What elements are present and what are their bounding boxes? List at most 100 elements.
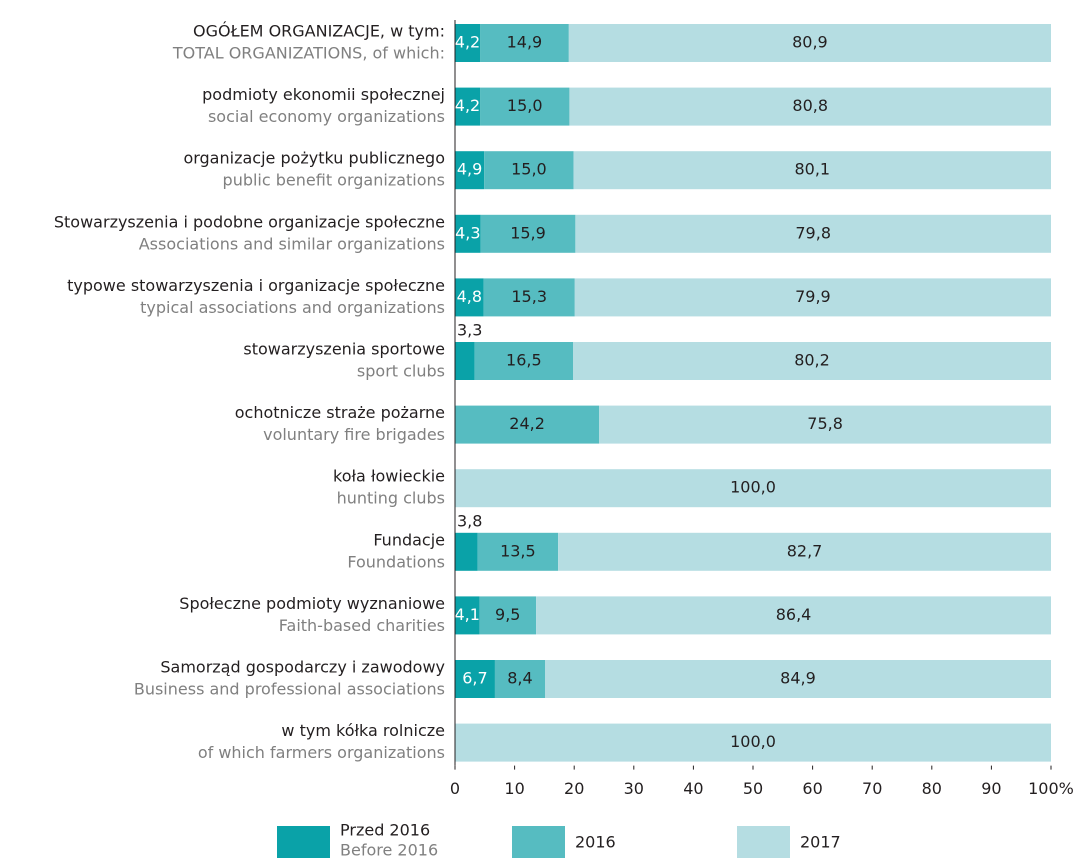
- x-tick-label: 30: [624, 779, 644, 798]
- category-label: ochotnicze straże pożarne: [235, 403, 445, 422]
- category-label: Stowarzyszenia i podobne organizacje spo…: [54, 212, 445, 231]
- bar-segment: [480, 87, 570, 126]
- bar-segment: [479, 596, 537, 635]
- x-tick-label: 50: [743, 779, 763, 798]
- legend-swatch: [277, 826, 330, 858]
- category-label-en: voluntary fire brigades: [263, 425, 445, 444]
- data-label: 4,2: [455, 96, 480, 115]
- data-label: 80,2: [794, 351, 830, 370]
- bar-segment: [474, 342, 574, 380]
- legend-swatch: [737, 826, 790, 858]
- bar-segment: [455, 723, 1051, 762]
- bar-segment: [568, 24, 1051, 62]
- category-label: Społeczne podmioty wyznaniowe: [179, 594, 445, 613]
- bar-segment: [480, 24, 569, 62]
- legend-label: 2016: [575, 833, 616, 852]
- data-label: 79,8: [795, 223, 831, 242]
- legend-label-en: Before 2016: [340, 841, 438, 858]
- x-tick-label: 20: [564, 779, 584, 798]
- data-label: 80,1: [794, 160, 830, 179]
- bar-segment: [455, 405, 600, 444]
- data-label: 86,4: [776, 605, 812, 624]
- data-label: 15,9: [510, 223, 546, 242]
- data-label: 84,9: [780, 669, 816, 688]
- x-tick-label: 100%: [1028, 779, 1074, 798]
- data-label: 14,9: [507, 33, 543, 52]
- data-label: 16,5: [506, 351, 542, 370]
- bar-segment: [558, 532, 1051, 571]
- category-label: OGÓŁEM ORGANIZACJE, w tym:: [193, 22, 445, 41]
- bar-segment: [455, 278, 484, 317]
- data-label: 8,4: [507, 669, 532, 688]
- bar-segment: [455, 214, 481, 253]
- legend-label: 2017: [800, 833, 841, 852]
- category-label-en: Foundations: [347, 552, 445, 571]
- x-tick-label: 60: [802, 779, 822, 798]
- category-label-en: TOTAL ORGANIZATIONS, of which:: [172, 44, 445, 63]
- data-label: 80,8: [792, 96, 828, 115]
- bar-segment: [455, 24, 481, 62]
- bar-segment: [573, 151, 1051, 190]
- legend-swatch: [512, 826, 565, 858]
- category-label-en: of which farmers organizations: [198, 743, 445, 762]
- data-label: 3,3: [457, 321, 482, 340]
- data-label: 4,9: [457, 160, 482, 179]
- data-label: 24,2: [509, 414, 545, 433]
- data-label: 15,0: [507, 96, 543, 115]
- data-label: 9,5: [495, 605, 520, 624]
- legend-label: Przed 2016: [340, 821, 430, 840]
- category-label: koła łowieckie: [333, 467, 445, 486]
- x-tick-label: 0: [450, 779, 460, 798]
- category-label: podmioty ekonomii społecznej: [202, 85, 445, 104]
- x-tick-label: 90: [981, 779, 1001, 798]
- data-label: 3,8: [457, 511, 482, 530]
- bar-segment: [484, 151, 574, 190]
- data-label: 80,9: [792, 33, 828, 52]
- data-label: 4,2: [455, 33, 480, 52]
- bar-segment: [455, 469, 1051, 508]
- bar-segment: [455, 87, 481, 126]
- category-label: stowarzyszenia sportowe: [243, 340, 445, 359]
- data-label: 13,5: [500, 541, 536, 560]
- bar-segment: [544, 660, 1051, 698]
- data-label: 100,0: [730, 732, 776, 751]
- category-label-en: Business and professional associations: [134, 680, 445, 699]
- bar-segment: [483, 278, 575, 317]
- bar-segment: [477, 532, 559, 571]
- category-label: Samorząd gospodarczy i zawodowy: [160, 658, 445, 677]
- data-label: 4,8: [457, 287, 482, 306]
- category-label-en: hunting clubs: [337, 489, 445, 508]
- bar-segment: [536, 596, 1051, 635]
- category-label-en: Associations and similar organizations: [139, 234, 445, 253]
- data-label: 79,9: [795, 287, 831, 306]
- data-label: 15,3: [511, 287, 547, 306]
- bar-segment: [573, 342, 1051, 380]
- category-label-en: Faith-based charities: [279, 616, 445, 635]
- bar-segment: [455, 532, 478, 571]
- x-tick-label: 80: [922, 779, 942, 798]
- category-label-en: sport clubs: [357, 362, 445, 381]
- x-tick-label: 70: [862, 779, 882, 798]
- data-label: 100,0: [730, 478, 776, 497]
- bar-segment: [455, 151, 485, 190]
- x-tick-label: 10: [504, 779, 524, 798]
- bar-segment: [455, 596, 480, 635]
- category-label-en: social economy organizations: [208, 107, 445, 126]
- x-tick-label: 40: [683, 779, 703, 798]
- data-label: 75,8: [807, 414, 843, 433]
- category-label: w tym kółka rolnicze: [281, 721, 445, 740]
- data-label: 82,7: [787, 541, 823, 560]
- category-label-en: typical associations and organizations: [140, 298, 445, 317]
- bar-segment: [569, 87, 1051, 126]
- bar-segment: [494, 660, 545, 698]
- bar-segment: [455, 660, 495, 698]
- bar-segment: [455, 342, 475, 380]
- category-label: Fundacje: [373, 530, 445, 549]
- data-label: 15,0: [511, 160, 547, 179]
- bar-segment: [574, 278, 1051, 317]
- bar-segment: [599, 405, 1051, 444]
- category-label: organizacje pożytku publicznego: [183, 149, 445, 168]
- category-label-en: public benefit organizations: [223, 171, 445, 190]
- data-label: 4,1: [454, 605, 479, 624]
